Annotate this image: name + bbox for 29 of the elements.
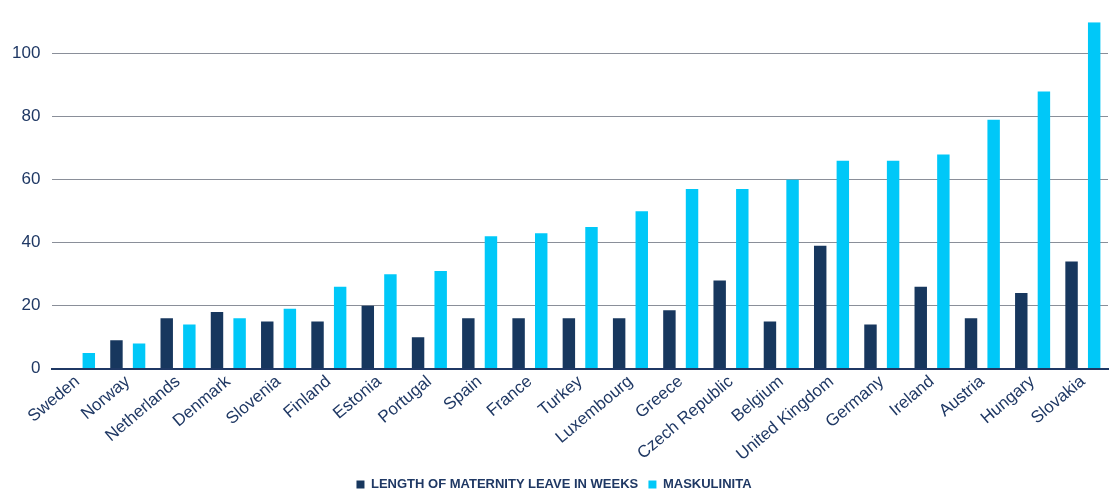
- bar: [82, 352, 96, 369]
- bar: [786, 179, 799, 369]
- y-tick-label: 60: [21, 169, 41, 189]
- bar: [233, 318, 246, 369]
- bar: [635, 211, 648, 369]
- bar: [585, 226, 598, 369]
- bar: [736, 189, 749, 369]
- y-tick-label: 0: [30, 358, 41, 378]
- bar: [1087, 22, 1101, 369]
- bar: [384, 274, 397, 369]
- bar: [333, 286, 347, 369]
- y-tick-label: 80: [21, 106, 41, 126]
- legend-label: LENGTH OF MATERNITY LEAVE IN WEEKS: [370, 476, 639, 492]
- y-tick-label: 100: [11, 43, 41, 63]
- bar: [434, 270, 447, 369]
- bar: [685, 189, 699, 369]
- bar: [484, 236, 498, 369]
- bar: [886, 160, 900, 369]
- bar: [535, 233, 548, 369]
- bar: [937, 154, 950, 369]
- y-tick-label: 40: [21, 232, 41, 252]
- legend-label: MASKULINITA: [662, 476, 753, 492]
- bar: [987, 119, 1000, 369]
- y-tick-label: 20: [21, 295, 41, 315]
- bar: [1037, 91, 1051, 369]
- bar: [132, 343, 146, 369]
- bar: [183, 324, 196, 369]
- bar: [836, 160, 850, 369]
- bar: [283, 308, 297, 369]
